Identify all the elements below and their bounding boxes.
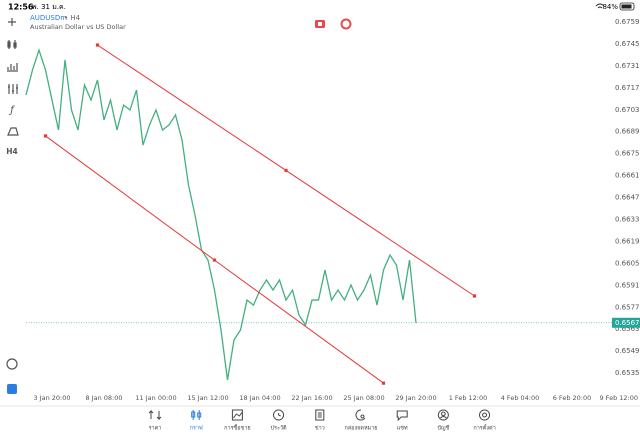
x-tick-label: 8 Jan 08:00 (85, 394, 122, 402)
function-icon[interactable]: ƒ (8, 105, 15, 116)
x-tick-label: 11 Jan 00:00 (135, 394, 176, 402)
x-tick-label: 6 Feb 20:00 (553, 394, 592, 402)
trendline-anchor (43, 134, 48, 138)
x-tick-label: 29 Jan 20:00 (395, 394, 436, 402)
volume-tool[interactable] (7, 63, 18, 72)
left-toolbar: ƒ H4 (6, 18, 19, 394)
last-price-label: 0.65671 (615, 319, 640, 327)
x-tick-label: 18 Jan 04:00 (239, 394, 280, 402)
timeframe-button[interactable]: H4 (6, 147, 18, 156)
nav-label[interactable]: ราคา (149, 426, 162, 432)
sell-icon (318, 22, 322, 26)
nav-label[interactable]: กราฟ (190, 425, 203, 432)
nav-icon[interactable] (437, 409, 449, 421)
x-tick-label: 15 Jan 12:00 (187, 394, 228, 402)
chart-type-tool[interactable] (7, 40, 17, 49)
price-line (25, 47, 417, 381)
nav-label[interactable]: การตั้งค่า (473, 424, 495, 432)
one-click-icon[interactable] (340, 18, 352, 30)
wifi-icon (595, 3, 605, 9)
objects-tool[interactable] (7, 127, 19, 136)
trendline (214, 259, 384, 384)
indicators-tool[interactable] (8, 84, 18, 94)
trendline-anchor (212, 258, 217, 262)
app-logo[interactable] (7, 384, 17, 394)
x-tick-label: 4 Feb 04:00 (501, 394, 540, 402)
clock: 12:56 (8, 3, 34, 12)
trendline (45, 135, 215, 261)
y-tick-label: 0.65350 (615, 369, 640, 377)
nav-label[interactable]: ข่าว (315, 426, 325, 432)
trendline-anchor (95, 43, 100, 47)
trendline-anchor (472, 294, 477, 298)
nav-icon[interactable] (355, 409, 366, 421)
symbol[interactable]: AUDUSDm (30, 14, 67, 22)
bottom-navigation: ราคา กราฟ การซื้อขาย ประวัติ ข่าว กล่องจดหมาย… (0, 405, 640, 432)
nav-label[interactable]: แชท (397, 425, 408, 432)
nav-icon[interactable] (148, 409, 162, 421)
trendline-anchor (284, 168, 288, 173)
nav-label[interactable]: กล่องจดหมาย (344, 426, 377, 432)
nav-label[interactable]: การซื้อขาย (224, 424, 250, 432)
x-tick-label: 22 Jan 16:00 (291, 394, 332, 402)
x-tick-label: 9 Feb 12:00 (599, 394, 638, 402)
x-tick-label: 25 Jan 08:00 (343, 394, 384, 402)
nav-icon[interactable] (396, 410, 408, 422)
crosshair-tool[interactable] (8, 18, 16, 26)
battery-icon (619, 2, 635, 11)
last-price-box (612, 317, 640, 328)
battery-level: 84% (602, 3, 618, 11)
nav-icon[interactable] (191, 410, 202, 420)
x-tick-label: 3 Jan 20:00 (33, 394, 70, 402)
x-tick-label: 1 Feb 12:00 (449, 394, 488, 402)
battery-fill (621, 4, 632, 9)
nav-icon[interactable] (273, 409, 285, 421)
date: พ. 31 ม.ค. (32, 3, 66, 11)
nav-label[interactable]: บัญชี (437, 425, 449, 432)
trendline (285, 170, 475, 297)
nav-icon[interactable] (315, 409, 325, 421)
search-tool[interactable] (6, 358, 18, 370)
nav-icon[interactable] (479, 409, 491, 421)
nav-icon[interactable] (231, 409, 243, 421)
symbol-description: Australian Dollar vs US Dollar (30, 23, 126, 31)
nav-label[interactable]: ประวัติ (271, 425, 287, 432)
trendline (97, 44, 287, 171)
trendline-anchor (381, 381, 386, 385)
period[interactable]: • H4 (64, 14, 81, 22)
